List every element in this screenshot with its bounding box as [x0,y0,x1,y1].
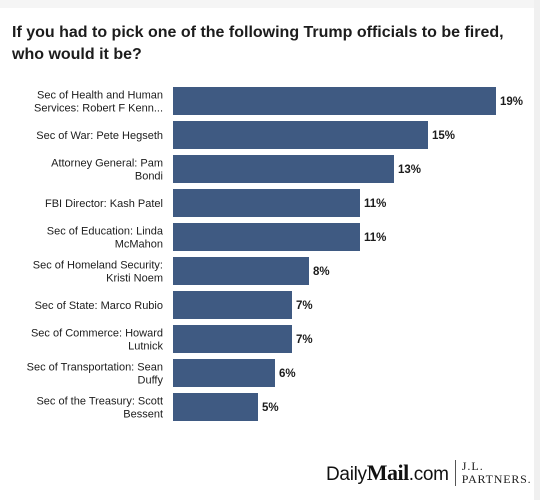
category-label-1: Sec of War: Pete Hegseth [36,130,163,142]
category-label-0: Sec of Health and Human Services: Robert … [34,90,163,115]
category-label-2: Attorney General: Pam Bondi [51,158,163,183]
category-label-9: Sec of the Treasury: Scott Bessent [36,396,163,421]
category-label-5: Sec of Homeland Security: Kristi Noem [33,260,163,285]
category-label-7: Sec of Commerce: Howard Lutnick [31,328,164,353]
category-label-6: Sec of State: Marco Rubio [35,300,163,312]
category-label-8: Sec of Transportation: Sean Duffy [27,362,164,387]
partner-line-2: PARTNERS. [461,472,532,486]
bar-5 [173,257,309,285]
value-label-0: 19% [500,96,523,108]
value-label-5: 8% [313,266,330,278]
footer-branding: DailyMail.com J.L. PARTNERS. [326,458,531,488]
value-label-2: 13% [398,164,421,176]
value-label-7: 7% [296,334,313,346]
logo-daily-text: Daily [326,464,367,485]
value-label-9: 5% [262,402,279,414]
bar-0 [173,87,496,115]
bar-8 [173,359,275,387]
value-label-6: 7% [296,300,313,312]
value-label-3: 11% [364,198,386,210]
bar-2 [173,155,394,183]
dailymail-logo: DailyMail.com [326,460,449,486]
bar-4 [173,223,360,251]
jl-partners-logo: J.L. PARTNERS. [462,460,532,486]
footer-divider [454,460,456,486]
bar-3 [173,189,360,217]
bar-1 [173,121,428,149]
value-label-4: 11% [364,232,386,244]
bar-7 [173,325,292,353]
bar-6 [173,291,292,319]
category-label-3: FBI Director: Kash Patel [45,198,163,210]
window-right-edge [534,0,540,500]
partner-line-1: J.L. [461,459,484,473]
value-label-1: 15% [432,130,455,142]
category-label-4: Sec of Education: Linda McMahon [47,226,164,251]
bar-9 [173,393,258,421]
logo-mail-text: Mail [366,460,410,485]
value-label-8: 6% [279,368,296,380]
logo-com-text: .com [408,464,449,485]
chart-title: If you had to pick one of the following … [12,24,504,63]
window-top-edge [0,0,540,8]
